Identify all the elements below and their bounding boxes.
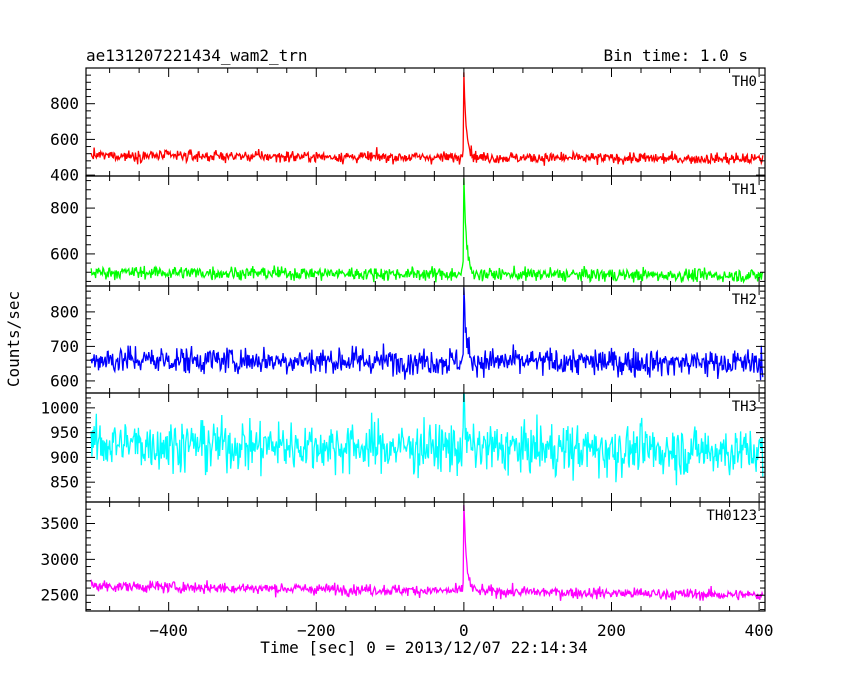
series-line-th1 (90, 178, 764, 285)
y-tick-label: 600 (50, 130, 79, 149)
y-tick-label: 600 (50, 371, 79, 390)
y-tick-label: 700 (50, 337, 79, 356)
x-tick-label: 200 (597, 621, 626, 640)
y-tick-label: 3500 (40, 514, 79, 533)
series-line-th2 (90, 287, 764, 381)
series-line-th0 (90, 72, 764, 166)
panel-frame (85, 501, 766, 612)
panel-label: TH0123 (706, 508, 757, 524)
y-tick-label: 850 (50, 473, 79, 492)
chart-title: ae131207221434_wam2_trn (86, 46, 308, 65)
y-tick-label: 800 (50, 94, 79, 113)
series-line-th0123 (90, 504, 764, 601)
x-tick-label: −200 (297, 621, 336, 640)
bin-time-label: Bin time: 1.0 s (604, 46, 749, 65)
panels-group: 400 600 800 TH0 600 800 TH1 600 700 800 TH2 850 900 9… (40, 67, 774, 640)
panel-th2: 600 700 800 TH2 (50, 285, 766, 394)
panel-label: TH3 (732, 399, 757, 415)
panel-th3: 850 900 950 1000 TH3 (40, 392, 766, 503)
y-tick-label: 600 (50, 244, 79, 263)
series-line-th3 (90, 393, 764, 486)
y-tick-label: 950 (50, 423, 79, 442)
x-tick-label: 0 (459, 621, 469, 640)
panel-th0123: 2500 3000 3500 TH0123 (40, 501, 766, 612)
y-tick-label: 3000 (40, 550, 79, 569)
y-tick-label: 900 (50, 448, 79, 467)
panel-frame (85, 175, 766, 287)
panel-th1: 600 800 TH1 (50, 175, 766, 287)
y-tick-label: 1000 (40, 398, 79, 417)
y-tick-label: 400 (50, 166, 79, 185)
x-axis-label: Time [sec] 0 = 2013/12/07 22:14:34 (260, 638, 588, 657)
y-tick-label: 800 (50, 199, 79, 218)
x-tick-label: −400 (149, 621, 188, 640)
panel-frame (85, 285, 766, 394)
y-tick-label: 2500 (40, 586, 79, 605)
panel-label: TH1 (732, 182, 757, 198)
x-tick-label: 400 (745, 621, 774, 640)
panel-label: TH0 (732, 74, 757, 90)
y-tick-label: 800 (50, 302, 79, 321)
panel-th0: 400 600 800 TH0 (50, 67, 766, 185)
panel-label: TH2 (732, 292, 757, 308)
y-axis-label: Counts/sec (4, 291, 23, 387)
